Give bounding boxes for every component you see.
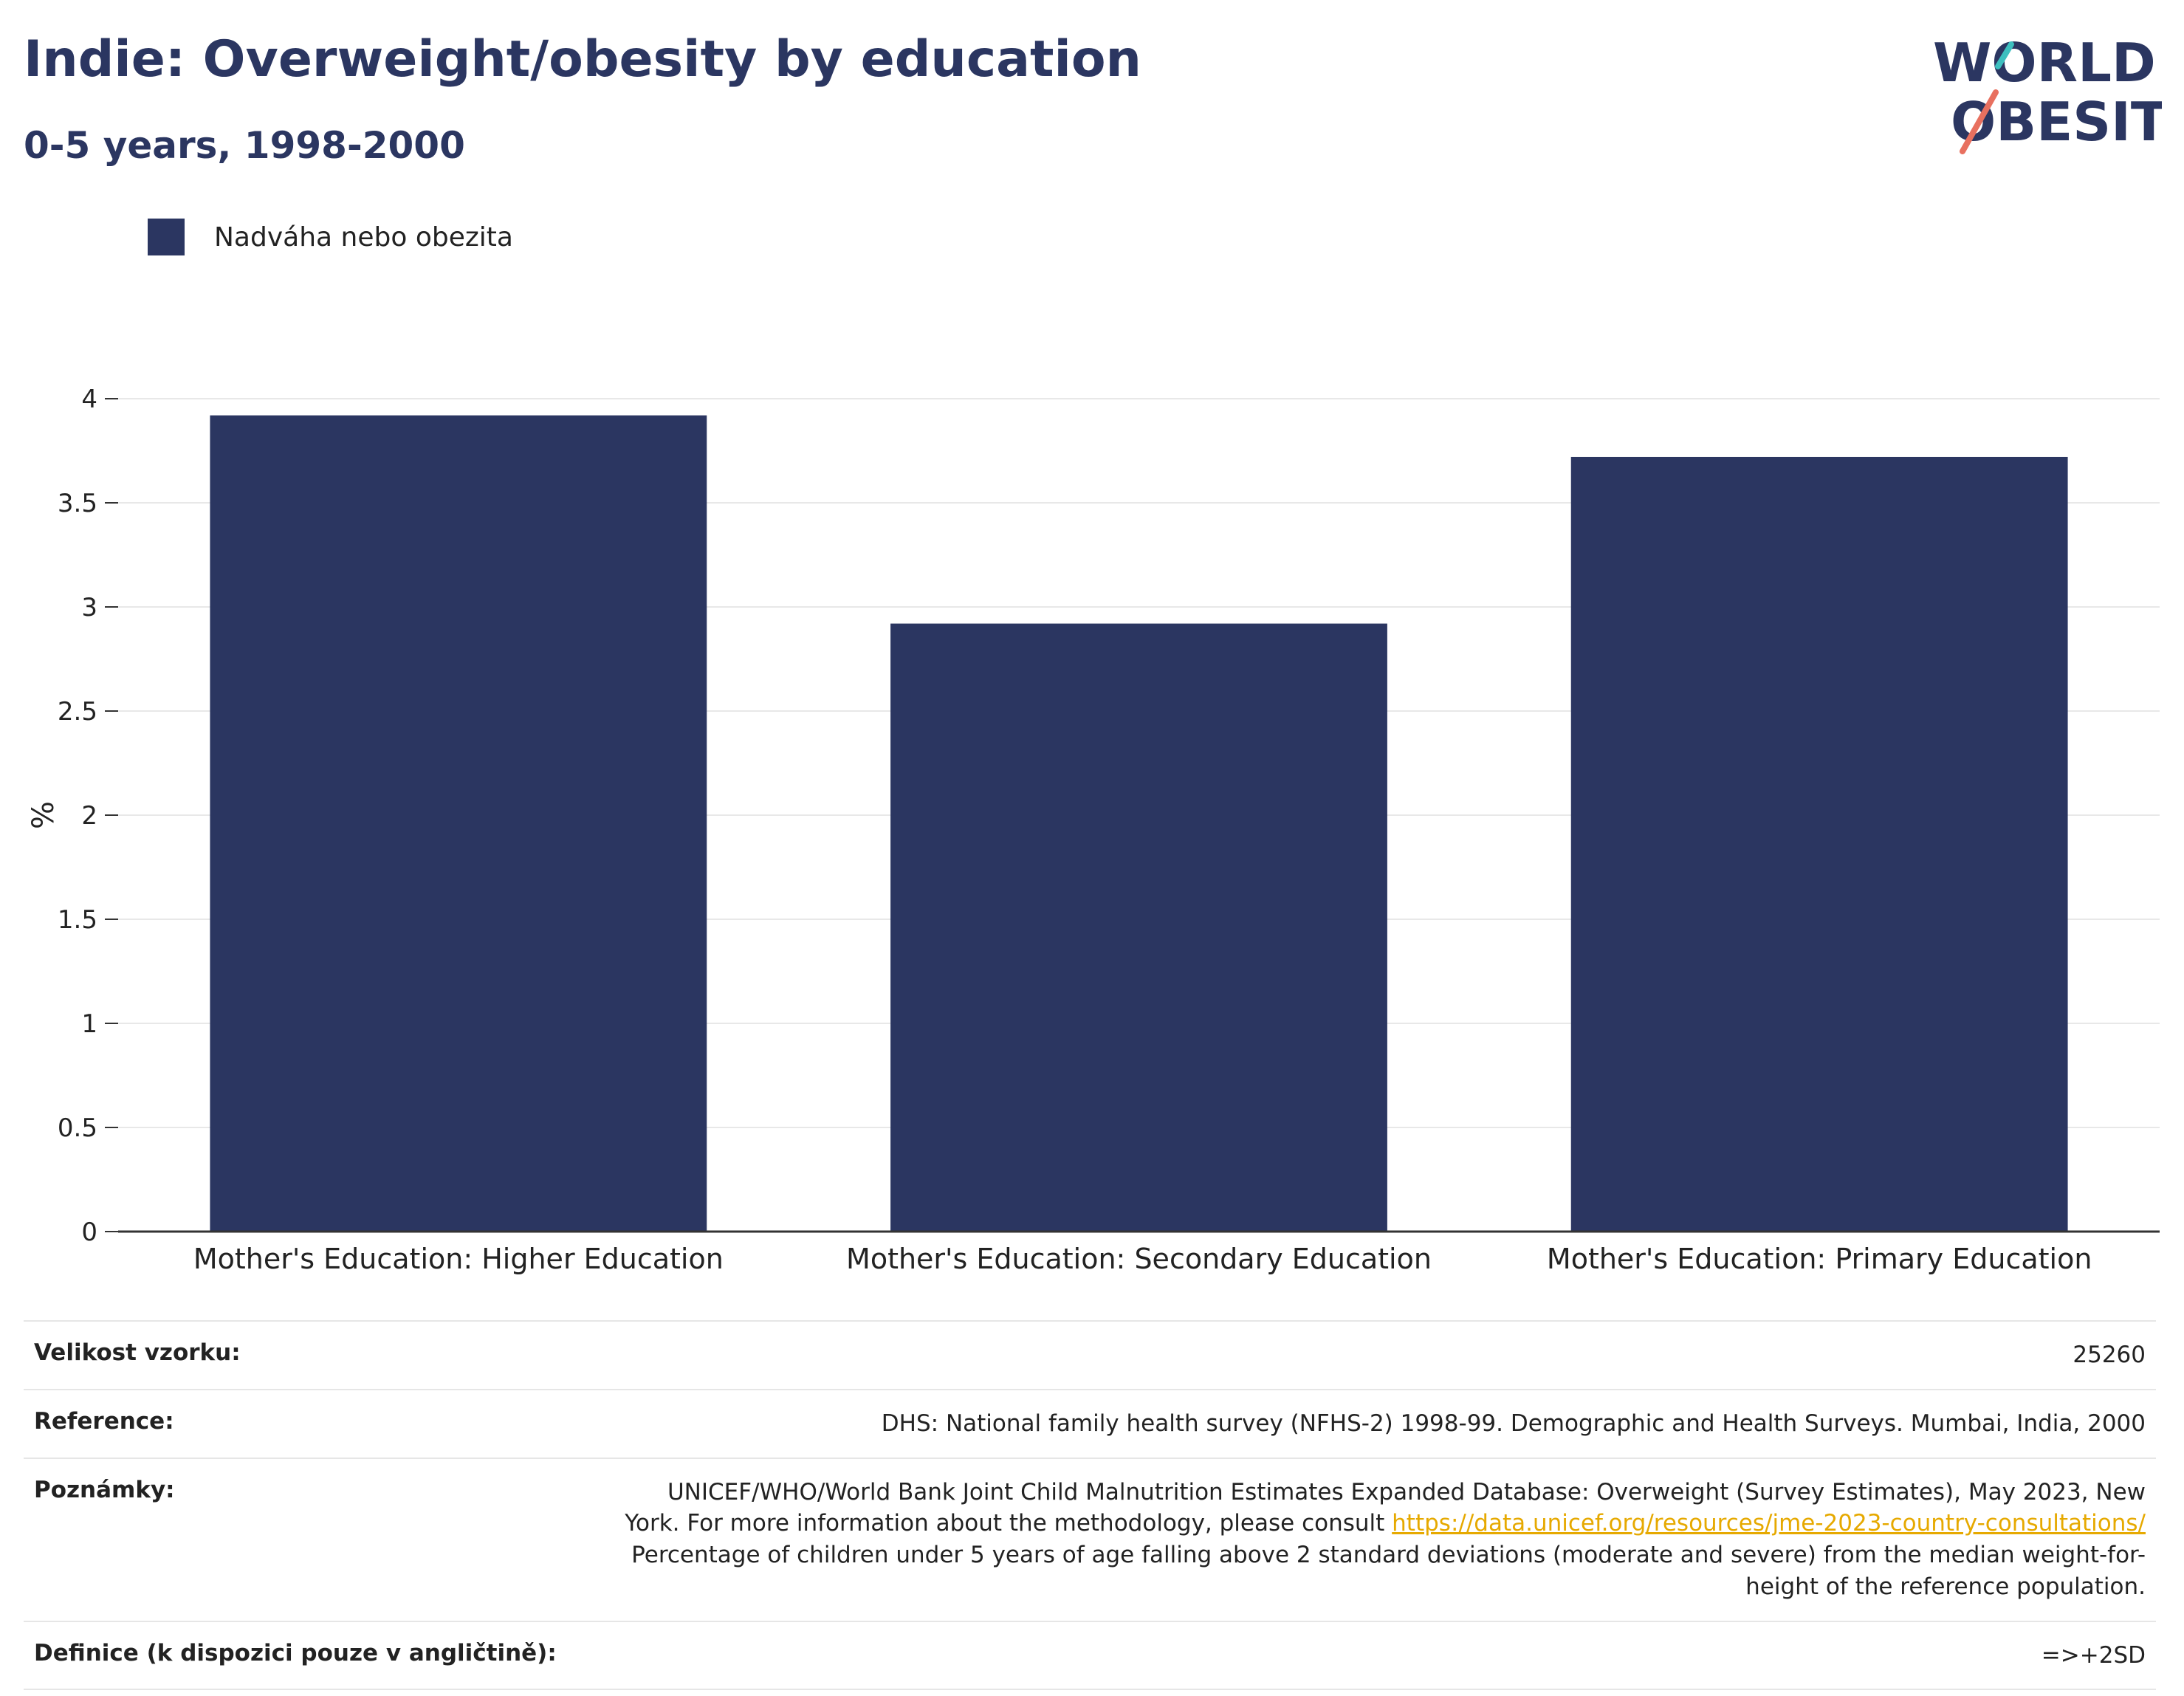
y-tick-label: 1.5 — [58, 905, 97, 935]
page-subtitle: 0-5 years, 1998-2000 — [24, 124, 465, 167]
y-tick-label: 0.5 — [58, 1113, 97, 1143]
notes-text: UNICEF/WHO/World Bank Joint Child Malnut… — [625, 1478, 2146, 1537]
y-axis-label: % — [27, 801, 61, 829]
page-title: Indie: Overweight/obesity by education — [24, 30, 1141, 89]
x-tick-label: Mother's Education: Higher Education — [193, 1243, 724, 1275]
info-key: Reference: — [24, 1388, 605, 1458]
info-key: Poznámky: — [24, 1457, 605, 1621]
y-tick-label: 3.5 — [58, 489, 97, 518]
info-row-notes: Poznámky: UNICEF/WHO/World Bank Joint Ch… — [24, 1457, 2156, 1621]
y-tick-label: 1 — [81, 1009, 97, 1039]
info-row-reference: Reference: DHS: National family health s… — [24, 1388, 2156, 1458]
info-table: Velikost vzorku: 25260 Reference: DHS: N… — [24, 1320, 2156, 1691]
bar-chart: 0 0.5 1 1.5 2 2.5 3 3.5 4 Mother's Education: Hig… — [27, 385, 2160, 1275]
y-tick-label: 2.5 — [58, 697, 97, 727]
legend: Nadváha nebo obezita — [148, 219, 513, 255]
info-value: UNICEF/WHO/World Bank Joint Child Malnut… — [605, 1457, 2156, 1621]
bar — [210, 415, 707, 1232]
y-tick-label: 2 — [81, 801, 97, 831]
bar — [890, 623, 1387, 1232]
info-value: 25260 — [605, 1320, 2156, 1390]
methodology-link[interactable]: https://data.unicef.org/resources/jme-20… — [1392, 1510, 2146, 1537]
y-tick-label: 4 — [81, 385, 97, 414]
logo-line1: WORLD — [1933, 32, 2156, 94]
logo-slash-teal — [1995, 41, 2014, 69]
y-tick-label: 0 — [81, 1218, 97, 1247]
info-key: Velikost vzorku: — [24, 1320, 605, 1390]
logo-slash-coral — [1960, 89, 1999, 154]
info-value: =>+2SD — [605, 1620, 2156, 1691]
world-obesity-logo: WORLD OBESITY — [1933, 32, 2162, 154]
legend-label: Nadváha nebo obezita — [214, 222, 513, 253]
logo-line2: OBESITY — [1951, 91, 2162, 153]
y-tick-label: 3 — [81, 593, 97, 622]
info-row-definition: Definice (k dispozici pouze v angličtině… — [24, 1620, 2156, 1691]
legend-swatch — [148, 219, 185, 255]
notes-definition-text: Percentage of children under 5 years of … — [631, 1542, 2146, 1600]
info-value: DHS: National family health survey (NFHS… — [605, 1388, 2156, 1458]
bar — [1570, 456, 2068, 1232]
info-row-sample-size: Velikost vzorku: 25260 — [24, 1320, 2156, 1390]
x-tick-label: Mother's Education: Secondary Education — [846, 1243, 1432, 1275]
x-tick-label: Mother's Education: Primary Education — [1547, 1243, 2092, 1275]
info-key: Definice (k dispozici pouze v angličtině… — [24, 1620, 605, 1691]
